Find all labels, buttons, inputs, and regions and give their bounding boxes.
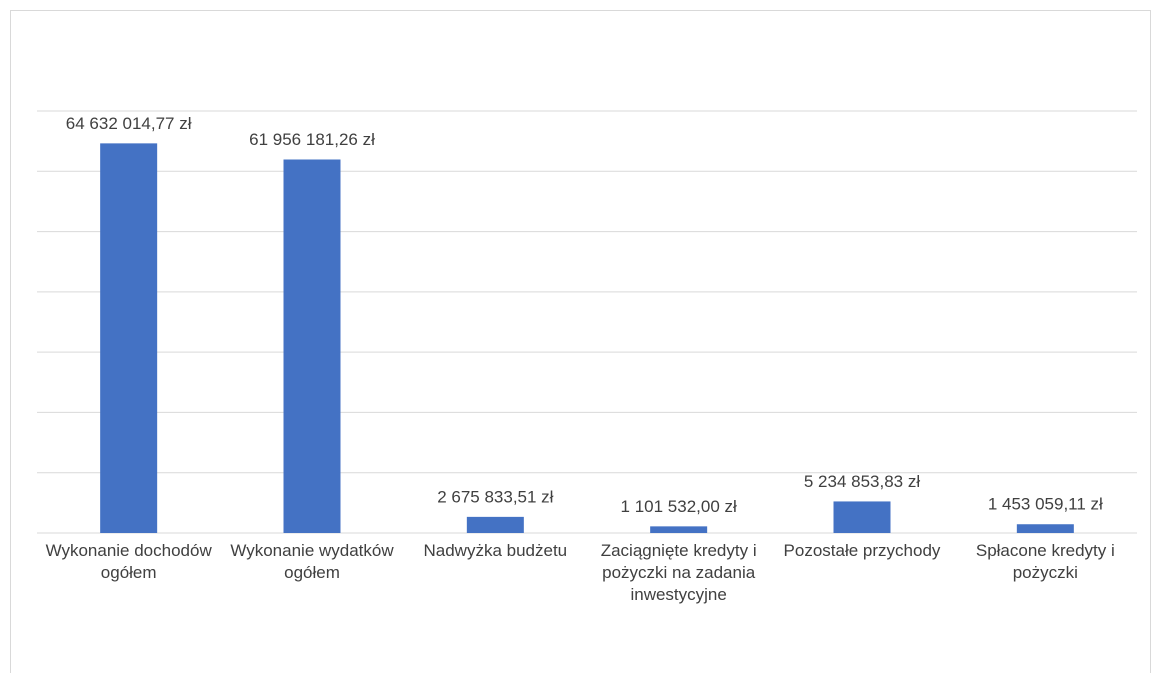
bar bbox=[650, 526, 708, 533]
value-label: 2 675 833,51 zł bbox=[437, 487, 553, 506]
bar bbox=[283, 159, 341, 533]
x-tick-label: Pozostałe przychody bbox=[783, 541, 941, 560]
value-label: 1 453 059,11 zł bbox=[988, 495, 1103, 514]
chart-border bbox=[10, 10, 1151, 673]
x-tick-label: Nadwyżka budżetu bbox=[423, 541, 568, 560]
value-label: 1 101 532,00 zł bbox=[621, 497, 737, 516]
value-label: 5 234 853,83 zł bbox=[804, 472, 920, 491]
value-label: 61 956 181,26 zł bbox=[249, 130, 375, 149]
bar bbox=[466, 516, 524, 533]
bar bbox=[1016, 524, 1074, 533]
x-tick-label: Wykonanie wydatków ogółem bbox=[230, 541, 394, 582]
x-tick-label: Wykonanie dochodów ogółem bbox=[45, 541, 212, 582]
x-tick-label: Zaciągnięte kredyty i pożyczki na zadani… bbox=[600, 541, 757, 604]
x-tick-label: Spłacone kredyty i pożyczki bbox=[975, 541, 1115, 582]
bar bbox=[833, 501, 891, 533]
bar bbox=[100, 143, 158, 534]
value-label: 64 632 014,77 zł bbox=[66, 114, 192, 133]
